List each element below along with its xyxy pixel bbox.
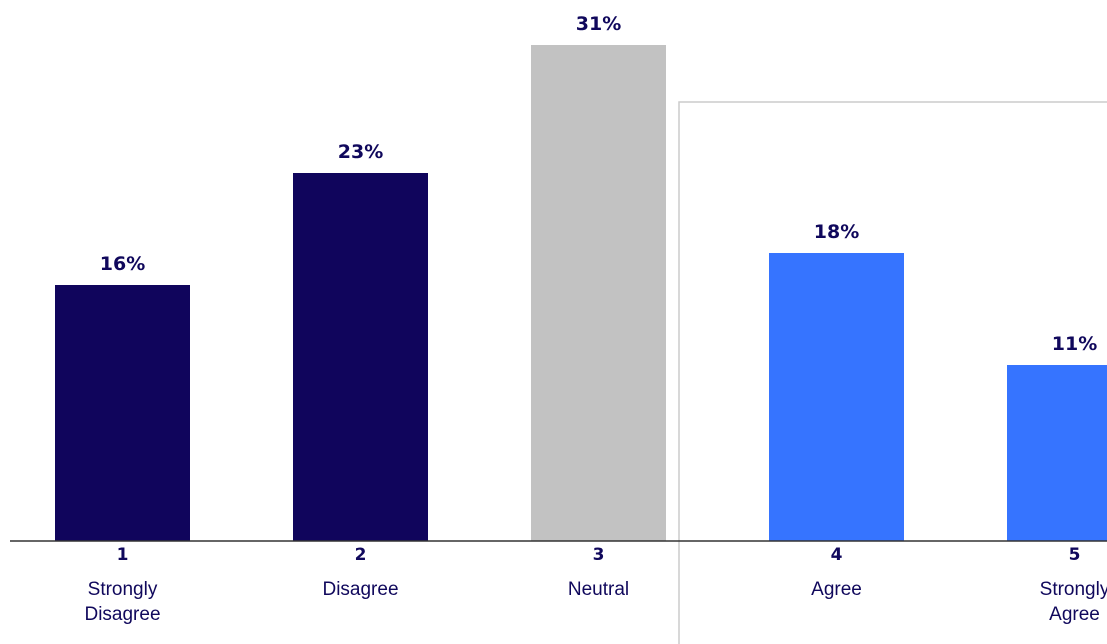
bar-3 xyxy=(531,45,666,541)
x-tick-label-5-line-1: Strongly xyxy=(1040,579,1107,600)
value-label-1: 16% xyxy=(100,253,145,275)
value-label-4: 18% xyxy=(814,221,859,243)
x-tick-label-4-line-1: Agree xyxy=(811,579,862,600)
x-tick-label-5-line-2: Agree xyxy=(1049,604,1100,625)
x-tick-label-2-line-1: Disagree xyxy=(322,579,398,600)
x-tick-number-5: 5 xyxy=(1069,545,1081,565)
value-label-2: 23% xyxy=(338,141,383,163)
bar-1 xyxy=(55,285,190,541)
bar-5 xyxy=(1007,365,1107,541)
x-tick-label-1-line-1: Strongly xyxy=(88,579,158,600)
x-tick-label-1-line-2: Disagree xyxy=(84,604,160,625)
agree-highlight-box xyxy=(678,101,1107,644)
bars-group xyxy=(55,45,1107,541)
value-label-3: 31% xyxy=(576,13,621,35)
x-tick-number-3: 3 xyxy=(593,545,605,565)
x-tick-label-3-line-1: Neutral xyxy=(568,579,629,600)
bar-4 xyxy=(769,253,904,541)
x-tick-number-4: 4 xyxy=(831,545,843,565)
x-tick-number-2: 2 xyxy=(355,545,367,565)
x-tick-labels-group: 1 Strongly Disagree 2 Disagree 3 Neutral 4 Agree… xyxy=(84,545,1107,625)
value-label-5: 11% xyxy=(1052,333,1097,355)
value-labels-group: 16% 23% 31% 18% 11% xyxy=(100,13,1097,355)
x-tick-number-1: 1 xyxy=(117,545,129,565)
bar-2 xyxy=(293,173,428,541)
